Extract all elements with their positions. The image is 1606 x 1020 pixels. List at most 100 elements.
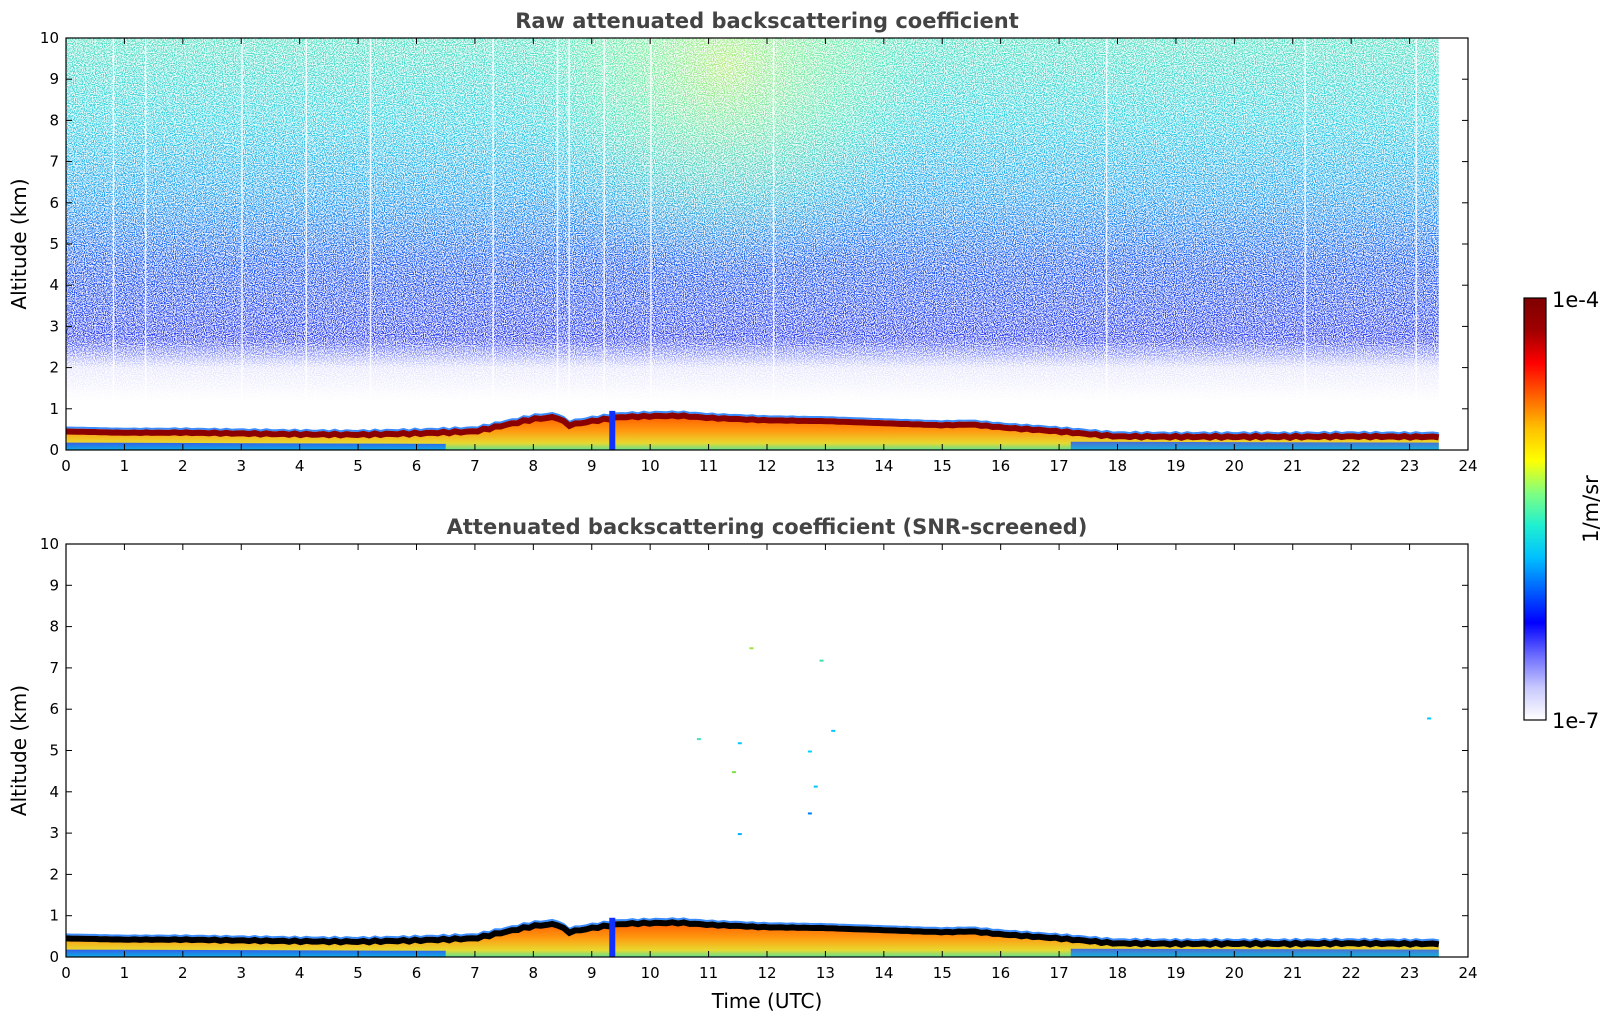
x-tick-label: 23 [1400, 964, 1419, 982]
y-tick-label: 4 [49, 276, 59, 294]
x-tick-label: 5 [353, 964, 363, 982]
data-gap [772, 38, 775, 450]
layer-edge-halo [66, 410, 1439, 435]
x-tick-label: 24 [1458, 964, 1477, 982]
y-axis-ticks: 0 1 2 3 4 5 6 7 8 9 10 [40, 535, 1468, 966]
x-tick-label: 16 [991, 964, 1010, 982]
x-tick-label: 20 [1225, 964, 1244, 982]
x-tick-label: 20 [1225, 457, 1244, 475]
chart-title: Attenuated backscattering coefficient (S… [447, 515, 1088, 539]
screened-backscatter-panel: Attenuated backscattering coefficient (S… [7, 515, 1478, 1013]
chart-title: Raw attenuated backscattering coefficien… [515, 9, 1019, 33]
x-tick-label: 0 [61, 457, 71, 475]
y-tick-label: 4 [49, 783, 59, 801]
x-tick-label: 7 [470, 457, 480, 475]
y-axis-label: Altitude (km) [7, 178, 31, 309]
x-tick-label: 2 [178, 457, 188, 475]
x-tick-label: 4 [295, 964, 305, 982]
data-gap [369, 38, 372, 450]
x-tick-label: 2 [178, 964, 188, 982]
speckle-noise [66, 38, 1439, 450]
x-axis-ticks: 0 1 2 3 4 5 6 7 8 9 10 11 12 13 14 15 16 17 18 19 20 21 22 23 24 [61, 544, 1478, 982]
x-tick-label: 17 [1050, 964, 1069, 982]
x-tick-label: 14 [874, 964, 893, 982]
data-gap [144, 38, 147, 450]
low-cloud-spike [609, 410, 616, 450]
y-tick-label: 1 [49, 400, 59, 418]
x-tick-label: 3 [236, 457, 246, 475]
x-tick-label: 1 [120, 964, 130, 982]
x-tick-label: 8 [529, 457, 539, 475]
data-gap [603, 38, 605, 450]
x-tick-label: 16 [991, 457, 1010, 475]
colorbar: 1e-4 1e-7 1/m/sr [1523, 288, 1603, 733]
x-tick-label: 7 [470, 964, 480, 982]
x-tick-label: 18 [1108, 457, 1127, 475]
y-tick-label: 10 [40, 29, 59, 47]
layer-top-edge [66, 412, 1440, 441]
x-tick-label: 21 [1283, 457, 1302, 475]
y-tick-label: 9 [49, 70, 59, 88]
x-tick-label: 19 [1166, 964, 1185, 982]
x-tick-label: 13 [816, 964, 835, 982]
plot-frame [65, 543, 1469, 958]
y-tick-label: 1 [49, 907, 59, 925]
colorbar-min-label: 1e-7 [1552, 709, 1599, 733]
colorbar-max-label: 1e-4 [1552, 288, 1599, 312]
low-cloud-spike [609, 917, 616, 957]
x-tick-label: 6 [412, 457, 422, 475]
y-tick-label: 8 [49, 111, 59, 129]
data-gap [1304, 38, 1306, 450]
x-tick-label: 18 [1108, 964, 1127, 982]
near-surface-layer [66, 949, 446, 957]
y-tick-label: 6 [49, 194, 59, 212]
heatmap-screened [66, 647, 1440, 957]
screened-point [807, 750, 812, 753]
x-tick-label: 0 [61, 964, 71, 982]
x-tick-label: 10 [641, 457, 660, 475]
y-tick-label: 5 [49, 235, 59, 253]
x-tick-label: 8 [529, 964, 539, 982]
data-gap [112, 38, 115, 450]
x-tick-label: 19 [1166, 457, 1185, 475]
y-tick-label: 6 [49, 700, 59, 718]
x-tick-label: 13 [816, 457, 835, 475]
layer-edge-halo [66, 917, 1439, 942]
data-gap [1105, 38, 1108, 450]
y-tick-label: 7 [49, 153, 59, 171]
x-tick-label: 17 [1050, 457, 1069, 475]
x-tick-label: 9 [587, 964, 597, 982]
screened-point [731, 771, 736, 774]
screened-point [813, 785, 818, 788]
y-tick-label: 0 [49, 441, 59, 459]
y-tick-label: 10 [40, 535, 59, 553]
y-tick-label: 3 [49, 824, 59, 842]
raw-backscatter-panel: Raw attenuated backscattering coefficien… [7, 9, 1478, 475]
screened-point [737, 742, 742, 745]
x-tick-label: 23 [1400, 457, 1419, 475]
y-tick-label: 2 [49, 865, 59, 883]
y-axis-ticks: 0 1 2 3 4 5 6 7 8 9 10 [40, 29, 1468, 459]
boundary-layer-aerosol [66, 415, 1439, 450]
screened-point [819, 659, 824, 662]
screened-point [749, 647, 754, 650]
colorbar-scale [1523, 297, 1547, 721]
data-gap [492, 38, 494, 450]
screened-point [696, 738, 701, 741]
x-tick-label: 15 [933, 964, 952, 982]
x-axis-label: Time (UTC) [711, 989, 823, 1013]
y-axis-label: Altitude (km) [7, 685, 31, 816]
near-surface-layer [66, 442, 446, 450]
data-gap [556, 38, 559, 450]
x-tick-label: 11 [699, 964, 718, 982]
x-tick-label: 22 [1342, 964, 1361, 982]
y-tick-label: 8 [49, 618, 59, 636]
x-tick-label: 10 [641, 964, 660, 982]
y-tick-label: 7 [49, 659, 59, 677]
x-tick-label: 22 [1342, 457, 1361, 475]
x-tick-label: 1 [120, 457, 130, 475]
x-tick-label: 4 [295, 457, 305, 475]
x-axis-ticks: 0 1 2 3 4 5 6 7 8 9 10 11 12 13 14 15 16 17 18 19 20 21 22 23 24 [61, 38, 1478, 475]
x-tick-label: 21 [1283, 964, 1302, 982]
y-tick-label: 2 [49, 359, 59, 377]
